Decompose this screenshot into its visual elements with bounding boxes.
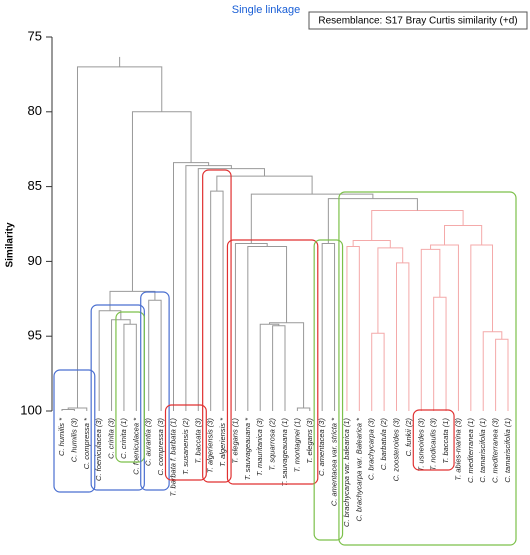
branch — [495, 338, 509, 411]
annotation: Resemblance: S17 Bray Curtis similarity … — [318, 16, 517, 27]
branch — [247, 245, 288, 411]
y-tick-label: 90 — [28, 253, 42, 268]
group-box — [140, 291, 170, 491]
branch — [444, 224, 483, 245]
branch — [296, 407, 311, 411]
leaf-label: C. foeniculacea (3) — [94, 418, 103, 481]
group-box — [338, 191, 517, 546]
group-box — [313, 239, 344, 541]
leaf-label: T. sauvageauana (1) — [280, 418, 289, 487]
leaf-label: C. humilis (3) — [69, 418, 78, 463]
leaf-label: C. foeniculacea * — [131, 417, 140, 475]
leaf-label: C. funkii (2) — [404, 417, 413, 456]
branch — [420, 248, 441, 411]
leaf-label: T. montagnei (1) — [292, 418, 301, 473]
branch — [346, 245, 360, 411]
leaf-label: C. compressa * — [82, 417, 91, 469]
y-tick-label: 75 — [28, 28, 42, 43]
leaf-label: C. barbatula (2) — [379, 417, 388, 470]
leaf-label: C. aurantia (3) — [144, 417, 153, 465]
group-box — [226, 239, 319, 485]
chart-title: Single linkage — [232, 4, 301, 16]
leaf-label: T. squarrosa (2) — [268, 418, 277, 471]
group-box — [412, 409, 455, 471]
branch — [269, 322, 305, 409]
branch — [131, 111, 192, 292]
leaf-label: T. abies-marina (3) — [453, 418, 462, 481]
leaf-label: C. compressa (3) — [156, 417, 165, 475]
leaf-label: C. humilis * — [57, 417, 66, 456]
leaf-label: T. elegans (3) — [305, 418, 314, 464]
branch — [148, 299, 162, 411]
branch — [433, 296, 447, 411]
branch — [259, 323, 280, 411]
branch — [327, 198, 418, 244]
group-box — [53, 369, 96, 493]
leaf-label: T. nodicaulis (3) — [429, 418, 438, 471]
branch — [234, 242, 268, 411]
leaf-label: C. amentacea (3) — [317, 418, 326, 476]
group-box — [202, 169, 232, 483]
branch — [396, 262, 410, 411]
leaf-label: C. brachycarpa (3) — [367, 418, 376, 481]
group-box — [115, 311, 145, 463]
branch — [377, 247, 404, 334]
branch — [470, 244, 494, 411]
leaf-label: T. baccata (1) — [441, 418, 450, 464]
branch — [250, 193, 374, 244]
leaf-label: C. zoosteroides (3) — [391, 417, 400, 481]
branch — [109, 290, 156, 311]
branch — [321, 242, 336, 411]
leaf-label: T. susanensis (2) — [181, 418, 190, 475]
leaf-label: C. crinita (3) — [107, 418, 116, 459]
leaf-label: T. baccata (3) — [193, 418, 202, 464]
branch — [430, 244, 459, 411]
branch — [371, 332, 385, 411]
branch — [482, 331, 503, 411]
leaf-label: C. tamariscifolia (1) — [503, 418, 512, 483]
leaf-label: C. amentacea var. stricta * — [330, 417, 339, 506]
leaf-label: C. mediterranea (1) — [466, 418, 475, 484]
annotation-box — [308, 11, 528, 30]
branch — [98, 310, 122, 411]
branch — [61, 409, 75, 411]
branch — [111, 319, 131, 411]
leaf-label: C. brachycarpa var. balearica (1) — [342, 418, 351, 527]
y-tick-label: 80 — [28, 103, 42, 118]
leaf-label: C. crinita (1) — [119, 418, 128, 459]
leaf-label: T. mauritanica (3) — [255, 417, 264, 476]
branch — [173, 162, 210, 411]
leaf-label: T. algeriensis (3) — [206, 418, 215, 474]
leaf-label: T. sauvageauana * — [243, 417, 252, 480]
branch — [123, 323, 137, 411]
y-tick-label: 95 — [28, 328, 42, 343]
y-tick-label: 85 — [28, 178, 42, 193]
leaf-label: T. algeriensis * — [218, 417, 227, 467]
leaf-label: T. elegans (1) — [230, 418, 239, 464]
leaf-label: C. tamariscifolia (1) — [478, 418, 487, 483]
leaf-label: T. usneoides (3) — [416, 418, 425, 472]
branch — [272, 325, 286, 411]
y-tick-label: 100 — [20, 402, 42, 417]
leaf-label: T. barbata f. barbata (1) — [168, 418, 177, 497]
leaf-label: C. brachycarpa var. Balearica * — [354, 417, 363, 522]
y-axis-label: Similarity — [5, 222, 16, 267]
branch — [210, 190, 224, 411]
leaf-label: C. mediterranea (3) — [491, 418, 500, 484]
group-box — [164, 404, 207, 481]
branch — [185, 165, 232, 411]
